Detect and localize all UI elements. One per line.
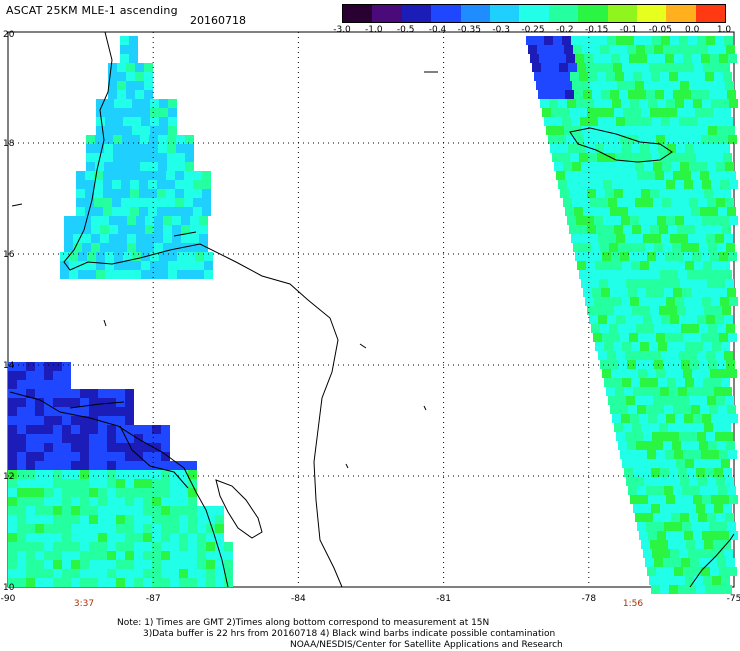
lat-tick-label: 14 <box>3 361 15 371</box>
lon-tick-label: -81 <box>436 594 451 604</box>
colorbar-label: -0.3 <box>492 25 510 35</box>
colorbar-label: -0.4 <box>428 25 447 35</box>
map-title: ASCAT 25KM MLE-1 ascending <box>6 4 178 17</box>
colorbar-segment <box>489 5 520 22</box>
map-date: 20160718 <box>190 14 246 27</box>
coastline-yucatan <box>63 31 343 588</box>
lat-tick-label: 18 <box>3 139 15 149</box>
island-small-4 <box>423 405 427 411</box>
colorbar-label: -0.05 <box>648 25 672 35</box>
island-small-5 <box>345 463 349 469</box>
colorbar-segment <box>607 5 637 22</box>
gridlines <box>8 32 734 587</box>
colorbar-labels: -3.0 -1.0 -0.5 -0.4 -0.35 -0.3 -0.25 -0.2 -0.15-… <box>333 25 731 37</box>
colorbar <box>342 4 726 23</box>
colorbar-segment <box>519 5 549 22</box>
jamaica <box>569 127 673 163</box>
plot-frame <box>7 31 735 588</box>
lon-tick-label: -78 <box>581 594 596 604</box>
lon-tick-label: -87 <box>146 594 161 604</box>
colorbar-label: -3.0 <box>333 25 351 35</box>
colorbar-label: -0.1 <box>619 25 638 35</box>
colorbar-label: 0.0 <box>684 25 700 35</box>
lon-tick-label: -84 <box>291 594 306 604</box>
lat-tick-label: 20 <box>3 30 15 40</box>
colorbar-segment <box>460 5 490 22</box>
colorbar-label: -0.35 <box>457 25 481 35</box>
pass-time-right: 1:56 <box>623 599 643 609</box>
lon-tick-label: -75 <box>727 594 740 604</box>
island-small-2 <box>103 319 107 327</box>
island-small-6 <box>359 343 367 349</box>
lat-tick-label: 12 <box>3 472 14 482</box>
colorbar-segment <box>372 5 402 22</box>
latitude-labels: 20 18 16 14 12 10 <box>3 30 15 593</box>
footer-line-2: 3)Data buffer is 22 hrs from 20160718 4)… <box>143 629 556 639</box>
lat-tick-label: 16 <box>3 250 15 260</box>
coastline-colombia <box>689 533 735 588</box>
coastline-honduras <box>9 391 229 588</box>
colorbar-label: -1.0 <box>365 25 383 35</box>
coastline-gulf <box>119 425 189 489</box>
colorbar-label: 1.0 <box>716 25 732 35</box>
colorbar-segment <box>401 5 432 22</box>
colorbar-label: -0.2 <box>556 25 574 35</box>
island-lake <box>215 479 263 539</box>
colorbar-segment <box>666 5 696 22</box>
colorbar-label: -0.5 <box>396 25 415 35</box>
colorbar-label: -0.15 <box>585 25 609 35</box>
lon-tick-label: -90 <box>1 594 16 604</box>
coastlines <box>9 31 735 588</box>
island-roatan <box>69 401 125 409</box>
colorbar-label: -0.25 <box>521 25 545 35</box>
colorbar-segment <box>343 5 373 22</box>
colorbar-segment <box>548 5 579 22</box>
colorbar-segment <box>695 5 726 22</box>
footer-line-3: NOAA/NESDIS/Center for Satellite Applica… <box>290 640 563 650</box>
colorbar-segment <box>431 5 461 22</box>
footer-line-1: Note: 1) Times are GMT 2)Times along bot… <box>117 618 490 628</box>
colorbar-segment <box>636 5 667 22</box>
pass-time-left: 3:37 <box>74 599 94 609</box>
colorbar-segment <box>578 5 608 22</box>
island-small-1 <box>11 203 23 207</box>
island-small-3 <box>173 231 197 237</box>
lat-tick-label: 10 <box>3 583 15 593</box>
swath-cells <box>8 36 738 594</box>
longitude-labels: -90 -87 -84 -81 -78 -75 <box>1 594 740 604</box>
